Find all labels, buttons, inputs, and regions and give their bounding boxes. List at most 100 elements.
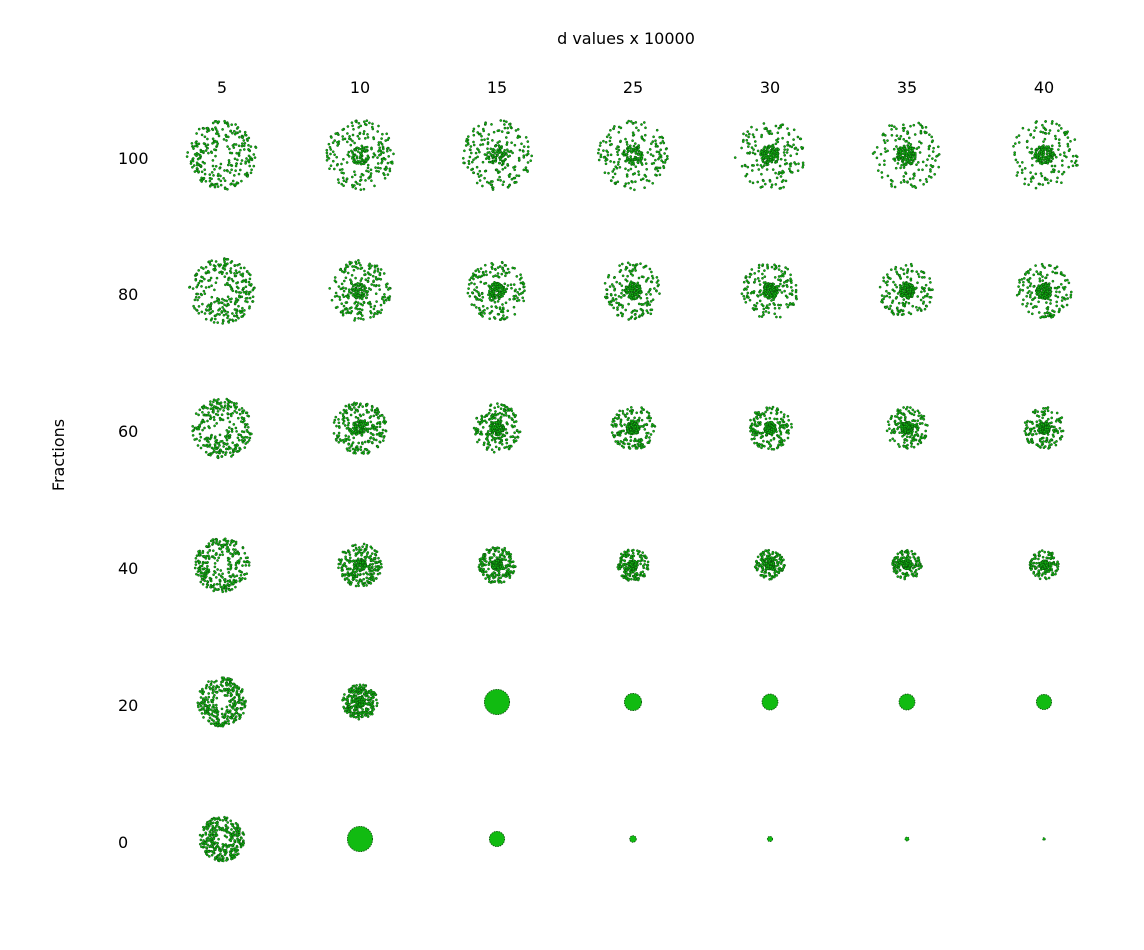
data-point: [889, 182, 893, 186]
data-point: [756, 277, 760, 280]
data-point: [232, 174, 236, 177]
data-point: [351, 152, 355, 155]
data-point: [907, 141, 911, 145]
data-point: [1025, 146, 1029, 149]
data-point: [343, 411, 347, 414]
data-point: [1020, 161, 1024, 164]
data-point: [746, 165, 750, 169]
data-point: [651, 181, 655, 185]
data-point: [773, 263, 776, 267]
data-point: [512, 440, 516, 444]
data-point: [470, 168, 473, 172]
data-point: [611, 170, 615, 173]
data-point: [235, 311, 238, 315]
data-point: [1045, 301, 1048, 304]
data-point: [610, 179, 613, 183]
data-point: [360, 314, 364, 317]
data-point: [511, 435, 514, 438]
data-point: [653, 287, 656, 290]
data-point: [344, 287, 348, 290]
data-point: [202, 289, 206, 293]
data-point: [748, 298, 752, 302]
data-point: [355, 445, 359, 448]
data-point: [224, 312, 228, 316]
data-point: [629, 406, 633, 409]
data-point: [356, 182, 359, 185]
data-point: [498, 265, 502, 268]
data-point: [759, 153, 763, 157]
data-point: [1026, 302, 1029, 305]
data-point: [372, 414, 376, 418]
data-point: [627, 318, 631, 321]
data-point: [763, 294, 767, 298]
data-point: [204, 144, 208, 148]
data-point: [646, 441, 650, 445]
data-point: [649, 293, 652, 296]
data-point: [332, 432, 336, 435]
data-point: [216, 413, 220, 417]
data-point: [365, 169, 368, 173]
data-point: [210, 177, 213, 181]
data-point: [513, 168, 517, 172]
data-point: [359, 175, 363, 179]
data-point: [608, 285, 612, 288]
data-point: [922, 271, 926, 275]
data-point: [893, 283, 897, 287]
data-point: [633, 172, 637, 175]
data-point: [513, 431, 516, 435]
data-point: [206, 143, 210, 147]
data-point: [197, 296, 201, 299]
data-point: [1039, 130, 1043, 134]
data-point: [634, 165, 638, 169]
data-point: [771, 149, 775, 153]
data-point: [207, 151, 210, 155]
data-point: [226, 406, 229, 410]
data-point: [366, 166, 370, 170]
data-point: [476, 155, 479, 159]
data-point: [764, 126, 768, 130]
data-point: [208, 443, 212, 447]
data-point: [778, 288, 782, 292]
data-point: [370, 283, 374, 286]
data-point: [244, 162, 247, 165]
data-point: [750, 146, 754, 149]
data-point: [363, 122, 367, 126]
data-point: [906, 130, 909, 133]
data-point: [612, 425, 615, 428]
data-point: [376, 166, 380, 170]
data-point: [477, 438, 481, 442]
data-point: [762, 164, 766, 167]
data-point: [775, 176, 779, 180]
data-point: [893, 289, 896, 293]
data-point: [337, 434, 341, 438]
data-point: [385, 132, 389, 136]
data-point: [240, 142, 244, 145]
data-point: [786, 127, 789, 130]
data-point: [633, 313, 637, 316]
scatter-cells: [185, 119, 1079, 863]
data-point: [336, 178, 340, 181]
data-point: [1021, 302, 1024, 306]
data-point: [505, 421, 509, 424]
data-point: [484, 281, 488, 285]
data-point: [241, 306, 244, 310]
data-point: [748, 142, 751, 146]
data-point: [237, 144, 241, 148]
data-point: [763, 275, 767, 279]
data-point: [377, 143, 381, 147]
data-point: [186, 151, 190, 154]
data-point: [363, 273, 366, 277]
data-point: [923, 307, 927, 311]
data-point: [384, 139, 388, 142]
data-point: [646, 416, 649, 420]
data-point: [762, 439, 765, 443]
data-point: [488, 317, 492, 321]
data-point: [238, 168, 242, 172]
data-point: [214, 260, 218, 263]
data-point: [921, 168, 924, 172]
data-point: [932, 146, 935, 150]
data-point: [666, 157, 669, 161]
data-point: [229, 414, 233, 418]
data-point: [1064, 130, 1067, 134]
data-point: [506, 131, 509, 135]
